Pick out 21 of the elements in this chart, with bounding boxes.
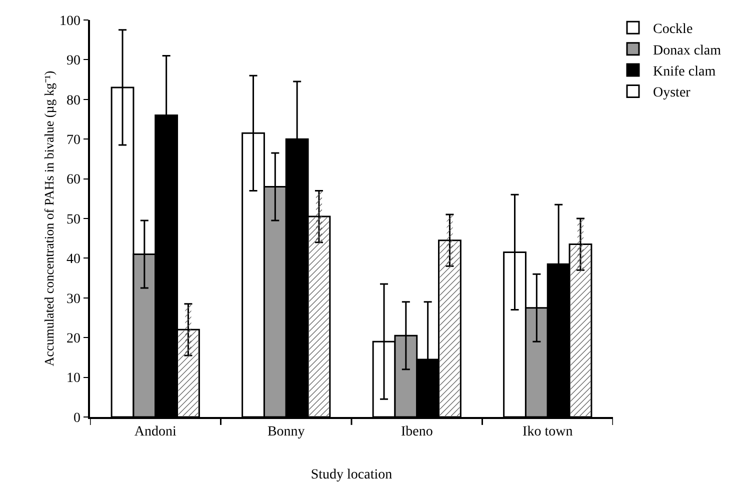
y-tick-label: 20 xyxy=(66,332,80,346)
x-axis-title: Study location xyxy=(310,467,392,482)
y-tick-label: 10 xyxy=(66,371,80,386)
y-axis-title: Accumulated concentration of PAHs in bivalue (µg kg⁻¹) xyxy=(42,70,56,366)
x-tick-label: Ibeno xyxy=(400,424,433,440)
legend-label: Cockle xyxy=(653,22,693,38)
legend-label: Oyster xyxy=(653,86,691,101)
y-tick-label: 90 xyxy=(66,54,80,69)
y-tick-label: 100 xyxy=(59,14,80,29)
x-tick-label: Andoni xyxy=(134,424,176,440)
y-tick-label: 50 xyxy=(66,212,80,228)
y-tick-label: 0 xyxy=(73,410,80,426)
legend-label: Knife clam xyxy=(653,64,716,80)
y-tick-label: 60 xyxy=(66,172,80,188)
legend-label: Donax clam xyxy=(653,43,722,58)
y-tick-label: 30 xyxy=(66,292,80,307)
y-tick-label: 40 xyxy=(66,252,80,268)
x-tick-label: Iko town xyxy=(522,424,573,440)
x-tick-label: Bonny xyxy=(267,424,305,440)
y-tick-label: 80 xyxy=(66,93,80,108)
y-tick-label: 70 xyxy=(66,133,80,148)
